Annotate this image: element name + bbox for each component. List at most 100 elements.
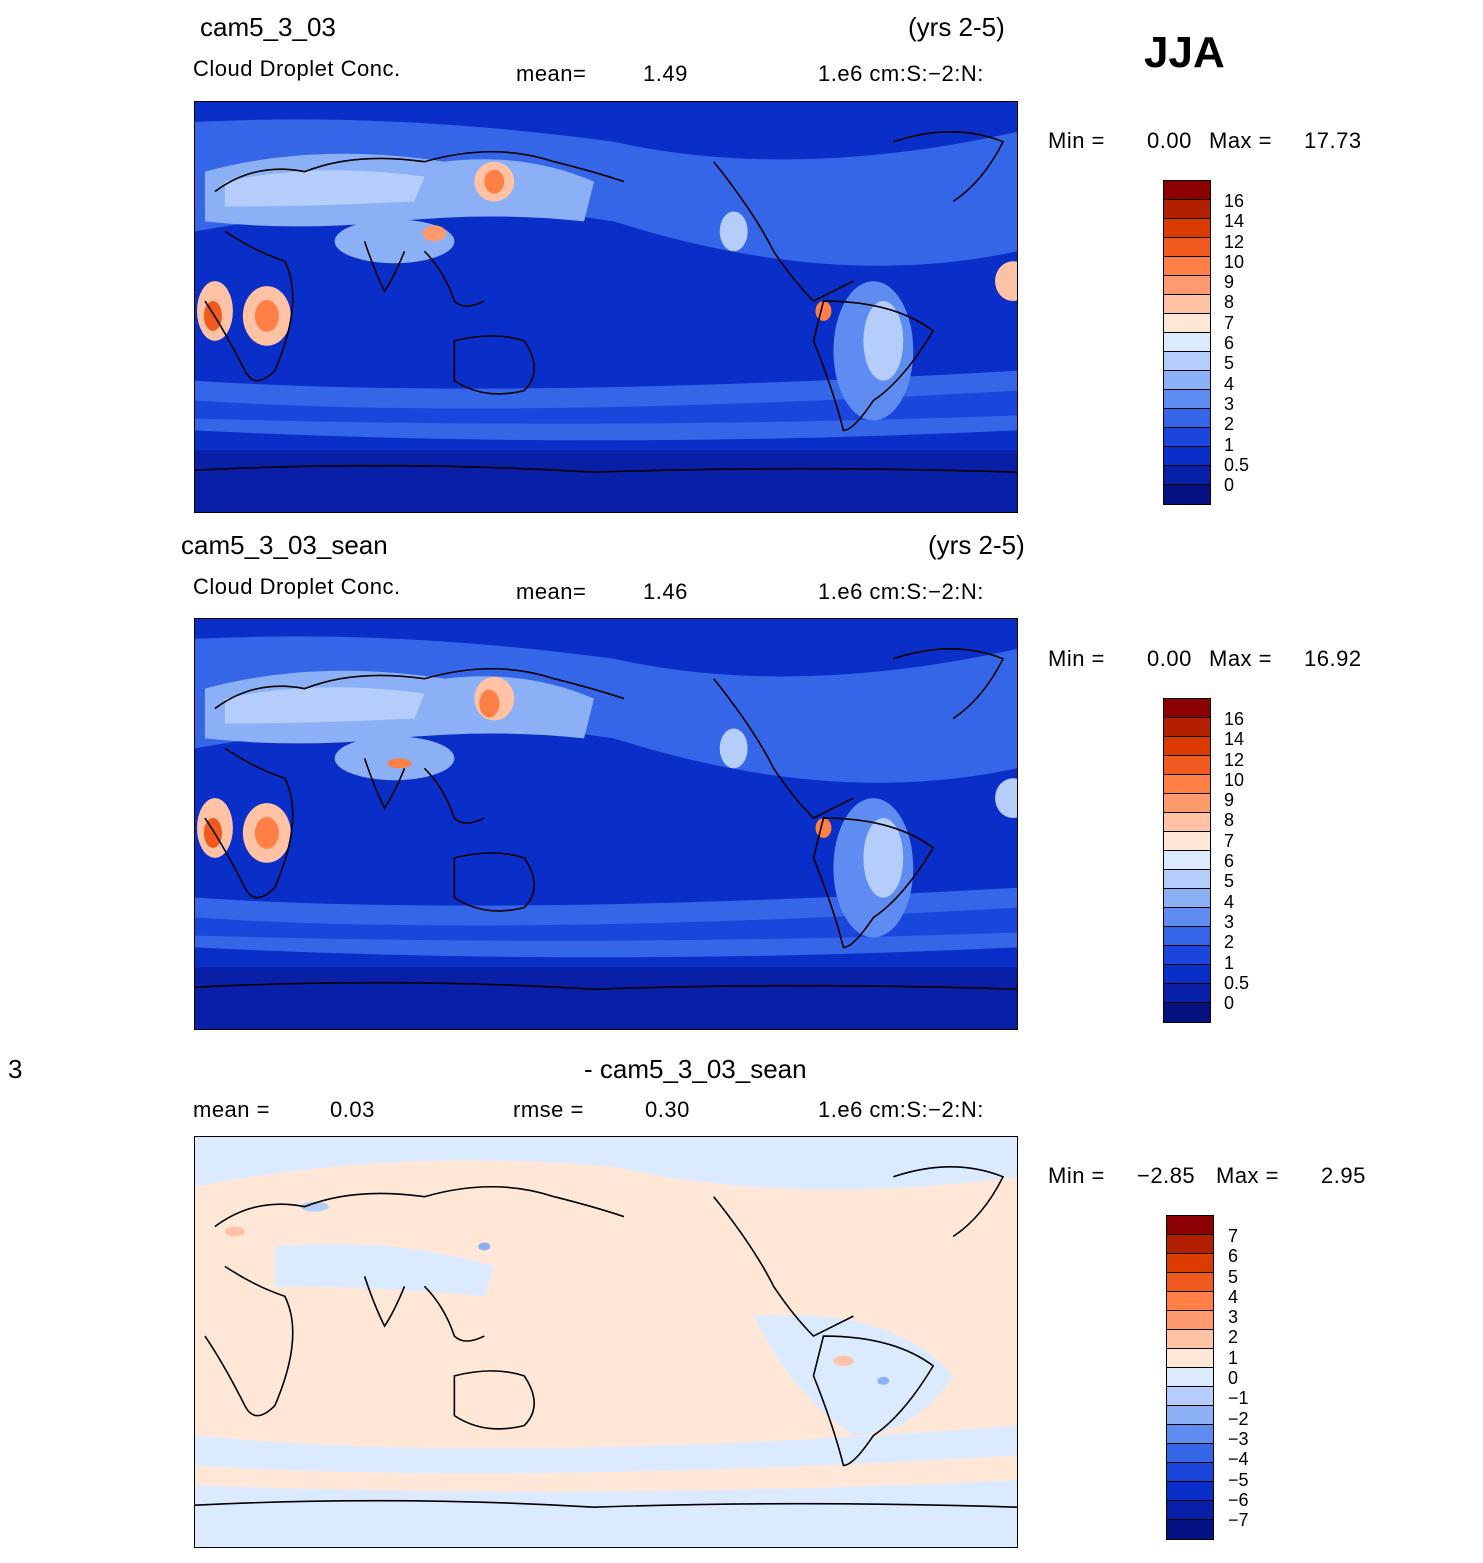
colorbar-tick-label: 7 <box>1228 1226 1239 1246</box>
colorbar-swatch <box>1164 984 1210 1003</box>
colorbar-swatch <box>1164 333 1210 352</box>
colorbar-swatch <box>1164 276 1210 295</box>
panel3-colorbar <box>1166 1215 1214 1540</box>
colorbar-swatch <box>1167 1216 1213 1235</box>
colorbar-tick-label: 5 <box>1228 1266 1239 1287</box>
colorbar-tick-label: 10 <box>1224 251 1245 272</box>
colorbar-tick-label: 3 <box>1224 911 1235 932</box>
panel2-min-label: Min = <box>1048 646 1105 671</box>
colorbar-swatch <box>1167 1482 1213 1501</box>
season-label: JJA <box>1144 28 1225 77</box>
colorbar-tick-label: 8 <box>1224 292 1235 313</box>
colorbar-swatch <box>1164 238 1210 257</box>
colorbar-tick-label: −3 <box>1228 1428 1249 1449</box>
colorbar-tick-label: 6 <box>1224 851 1235 872</box>
colorbar-tick-label: 16 <box>1224 709 1245 729</box>
colorbar-tick-label: 5 <box>1224 871 1235 892</box>
panel3-map-field <box>195 1137 1017 1547</box>
colorbar-tick-label: 0 <box>1224 993 1235 1014</box>
colorbar-swatch <box>1167 1273 1213 1292</box>
colorbar-swatch <box>1164 466 1210 485</box>
colorbar-swatch <box>1164 371 1210 390</box>
colorbar-swatch <box>1164 200 1210 219</box>
panel2-min-value: 0.00 <box>1147 646 1192 671</box>
colorbar-swatch <box>1167 1368 1213 1387</box>
panel2-mean-label: mean= <box>516 579 587 604</box>
colorbar-tick-label: 2 <box>1224 414 1235 435</box>
colorbar-tick-label: 0 <box>1228 1368 1239 1389</box>
panel3-units: 1.e6 cm:S:−2:N: <box>818 1097 984 1122</box>
colorbar-tick-label: 3 <box>1224 393 1235 414</box>
colorbar-swatch <box>1164 257 1210 276</box>
colorbar-swatch <box>1164 965 1210 984</box>
colorbar-tick-label: 1 <box>1224 952 1235 973</box>
panel1-mean-value: 1.49 <box>643 61 688 86</box>
colorbar-swatch <box>1164 314 1210 333</box>
panel2-map-field <box>195 619 1017 1029</box>
panel1-colorbar <box>1163 180 1211 505</box>
panel2-colorbar <box>1163 698 1211 1023</box>
colorbar-tick-label: 2 <box>1224 932 1235 953</box>
panel3-colorbar-ticks: 7 6 5 4 3 2 1 0 −1 −2 −3 −4 −5 −6 −7 <box>1228 1226 1249 1530</box>
colorbar-tick-label: 9 <box>1224 272 1235 293</box>
colorbar-tick-label: 1 <box>1224 434 1235 455</box>
colorbar-swatch <box>1164 390 1210 409</box>
colorbar-tick-label: 14 <box>1224 729 1245 750</box>
colorbar-tick-label: 8 <box>1224 810 1235 831</box>
colorbar-tick-label: 4 <box>1224 373 1235 394</box>
colorbar-swatch <box>1164 870 1210 889</box>
panel1-units: 1.e6 cm:S:−2:N: <box>818 61 984 86</box>
colorbar-swatch <box>1164 851 1210 870</box>
panel2-years: (yrs 2-5) <box>928 530 1025 560</box>
colorbar-swatch <box>1164 428 1210 447</box>
colorbar-tick-label: −1 <box>1228 1388 1249 1409</box>
panel2-variable: Cloud Droplet Conc. <box>193 574 401 599</box>
panel3-case-title: - cam5_3_03_sean <box>584 1054 807 1084</box>
panel2-colorbar-ticks: 16 14 12 10 9 8 7 6 5 4 3 2 1 0.5 0 <box>1224 709 1249 1013</box>
colorbar-swatch <box>1164 295 1210 314</box>
colorbar-swatch <box>1164 832 1210 851</box>
colorbar-swatch <box>1167 1444 1213 1463</box>
colorbar-swatch <box>1164 181 1210 200</box>
colorbar-swatch <box>1167 1254 1213 1273</box>
colorbar-swatch <box>1164 1003 1210 1022</box>
colorbar-tick-label: 12 <box>1224 231 1245 252</box>
colorbar-tick-label: 4 <box>1228 1286 1239 1307</box>
colorbar-swatch <box>1164 889 1210 908</box>
colorbar-swatch <box>1164 485 1210 504</box>
colorbar-tick-label: −6 <box>1228 1489 1249 1510</box>
colorbar-swatch <box>1164 946 1210 965</box>
colorbar-swatch <box>1167 1406 1213 1425</box>
panel2-units: 1.e6 cm:S:−2:N: <box>818 579 984 604</box>
panel3-min-value: −2.85 <box>1137 1163 1196 1188</box>
colorbar-swatch <box>1164 737 1210 756</box>
colorbar-swatch <box>1164 699 1210 718</box>
colorbar-tick-label: 0.5 <box>1224 972 1250 993</box>
colorbar-swatch <box>1167 1387 1213 1406</box>
panel1-case-title: cam5_3_03 <box>200 12 336 42</box>
panel1-min-value: 0.00 <box>1147 128 1192 153</box>
colorbar-swatch <box>1167 1235 1213 1254</box>
colorbar-swatch <box>1164 775 1210 794</box>
panel3-max-value: 2.95 <box>1321 1163 1366 1188</box>
colorbar-tick-label: 1 <box>1228 1347 1239 1368</box>
colorbar-tick-label: 3 <box>1228 1307 1239 1328</box>
colorbar-tick-label: 16 <box>1224 191 1245 211</box>
colorbar-tick-label: 0.5 <box>1224 454 1250 475</box>
panel1-max-value: 17.73 <box>1304 128 1362 153</box>
colorbar-swatch <box>1167 1501 1213 1520</box>
panel1-map <box>194 101 1018 513</box>
panel2-mean-value: 1.46 <box>643 579 688 604</box>
panel3-case-left: 3 <box>8 1054 23 1084</box>
panel1-colorbar-ticks: 16 14 12 10 9 8 7 6 5 4 3 2 1 0.5 0 <box>1224 191 1249 495</box>
colorbar-tick-label: −4 <box>1228 1449 1249 1470</box>
colorbar-tick-label: 6 <box>1224 333 1235 354</box>
colorbar-swatch <box>1164 219 1210 238</box>
colorbar-tick-label: 10 <box>1224 769 1245 790</box>
colorbar-swatch <box>1164 756 1210 775</box>
panel3-min-label: Min = <box>1048 1163 1105 1188</box>
colorbar-tick-label: 2 <box>1228 1327 1239 1348</box>
colorbar-swatch <box>1164 794 1210 813</box>
colorbar-tick-label: 9 <box>1224 790 1235 811</box>
colorbar-tick-label: −2 <box>1228 1408 1249 1429</box>
